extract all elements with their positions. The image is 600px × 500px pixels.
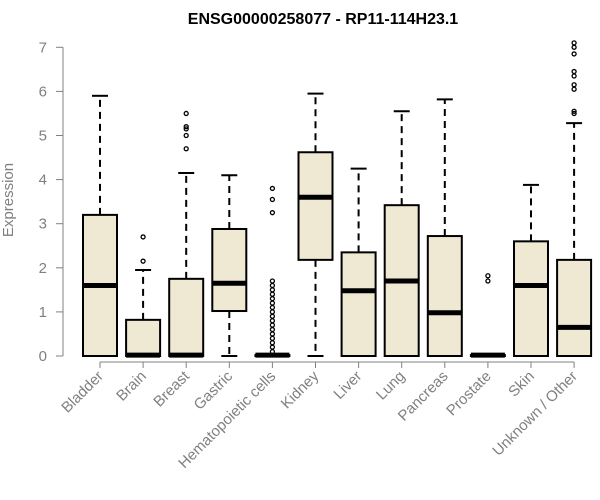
y-tick-label-2: 2 [39, 260, 47, 277]
box-11-iqr [556, 258, 593, 357]
y-axis-label: Expression [0, 163, 17, 237]
box-11-outlier-3 [571, 82, 577, 88]
chart-title: ENSG00000258077 - RP11-114H23.1 [188, 11, 459, 28]
box-1-outlier-0 [140, 258, 146, 264]
box-8-iqr [426, 235, 463, 358]
x-tick-label-6: Liver [330, 368, 365, 403]
box-4-outlier-1 [269, 344, 276, 350]
box-11-outlier-4 [571, 73, 577, 79]
box-11 [556, 40, 593, 357]
x-tick-label-0: Bladder [58, 368, 107, 417]
box-11-outlier-1 [571, 108, 577, 114]
box-1 [125, 234, 162, 358]
box-1-outlier-1 [140, 234, 146, 240]
box-2-outlier-0 [183, 146, 189, 152]
boxes-group [82, 40, 593, 358]
y-tick-label-6: 6 [39, 83, 47, 100]
y-tick-label-3: 3 [39, 216, 47, 233]
box-9 [469, 273, 506, 358]
box-3-iqr [211, 227, 248, 313]
box-2-outlier-1 [183, 132, 189, 139]
box-4-outlier-7 [269, 318, 276, 324]
y-tick-label-1: 1 [39, 304, 47, 321]
x-tick-label-10: Skin [505, 368, 538, 401]
box-4-outlier-13 [269, 291, 276, 297]
box-4 [254, 185, 291, 358]
box-1-iqr [125, 318, 162, 358]
box-4-outlier-4 [269, 331, 276, 337]
box-11-outlier-5 [571, 68, 577, 75]
box-4-outlier-15 [269, 282, 276, 289]
box-4-outlier-18 [269, 196, 276, 203]
x-tick-label-1: Brain [113, 368, 150, 405]
box-2-outlier-4 [183, 110, 189, 117]
box-4-outlier-8 [269, 313, 276, 319]
box-4-outlier-9 [269, 309, 276, 315]
box-0 [82, 94, 118, 357]
box-7 [383, 110, 420, 357]
box-5-iqr [297, 151, 334, 261]
x-tick-label-5: Kidney [278, 367, 323, 412]
box-9-outlier-0 [485, 278, 491, 284]
box-4-outlier-12 [269, 296, 276, 302]
box-2-outlier-3 [183, 124, 189, 130]
box-11-outlier-7 [571, 44, 577, 50]
box-3 [211, 174, 248, 357]
box-4-outlier-0 [269, 348, 276, 355]
box-8 [426, 98, 463, 358]
box-6-iqr [340, 251, 377, 358]
box-10-iqr [513, 240, 549, 357]
box-11-outlier-8 [571, 40, 577, 46]
y-tick-label-5: 5 [39, 128, 47, 145]
box-4-outlier-14 [269, 287, 276, 293]
y-tick-label-7: 7 [39, 39, 47, 56]
box-2-outlier-2 [183, 126, 189, 132]
box-4-outlier-10 [269, 304, 276, 311]
box-11-outlier-2 [571, 86, 577, 92]
box-4-outlier-3 [269, 335, 276, 342]
y-tick-label-4: 4 [39, 172, 47, 189]
box-4-outlier-16 [269, 278, 276, 284]
x-tick-label-2: Breast [150, 367, 193, 410]
box-4-outlier-6 [269, 322, 276, 328]
box-11-outlier-0 [571, 110, 577, 117]
x-tick-label-9: Prostate [443, 368, 495, 420]
y-axis: 0 1 2 3 4 5 6 7 [39, 39, 64, 365]
box-11-outlier-6 [571, 51, 577, 57]
box-10 [513, 183, 549, 357]
box-4-outlier-19 [269, 185, 276, 192]
y-tick-label-0: 0 [39, 348, 47, 365]
box-4-outlier-2 [269, 340, 276, 346]
box-6 [340, 167, 377, 358]
box-4-outlier-5 [269, 326, 276, 333]
box-2-iqr [168, 277, 205, 358]
x-tick-label-7: Lung [373, 368, 409, 404]
box-9-outlier-1 [485, 273, 491, 279]
box-4-outlier-11 [269, 300, 276, 306]
box-5 [297, 92, 334, 357]
box-2 [168, 110, 205, 358]
box-4-outlier-17 [269, 210, 276, 216]
